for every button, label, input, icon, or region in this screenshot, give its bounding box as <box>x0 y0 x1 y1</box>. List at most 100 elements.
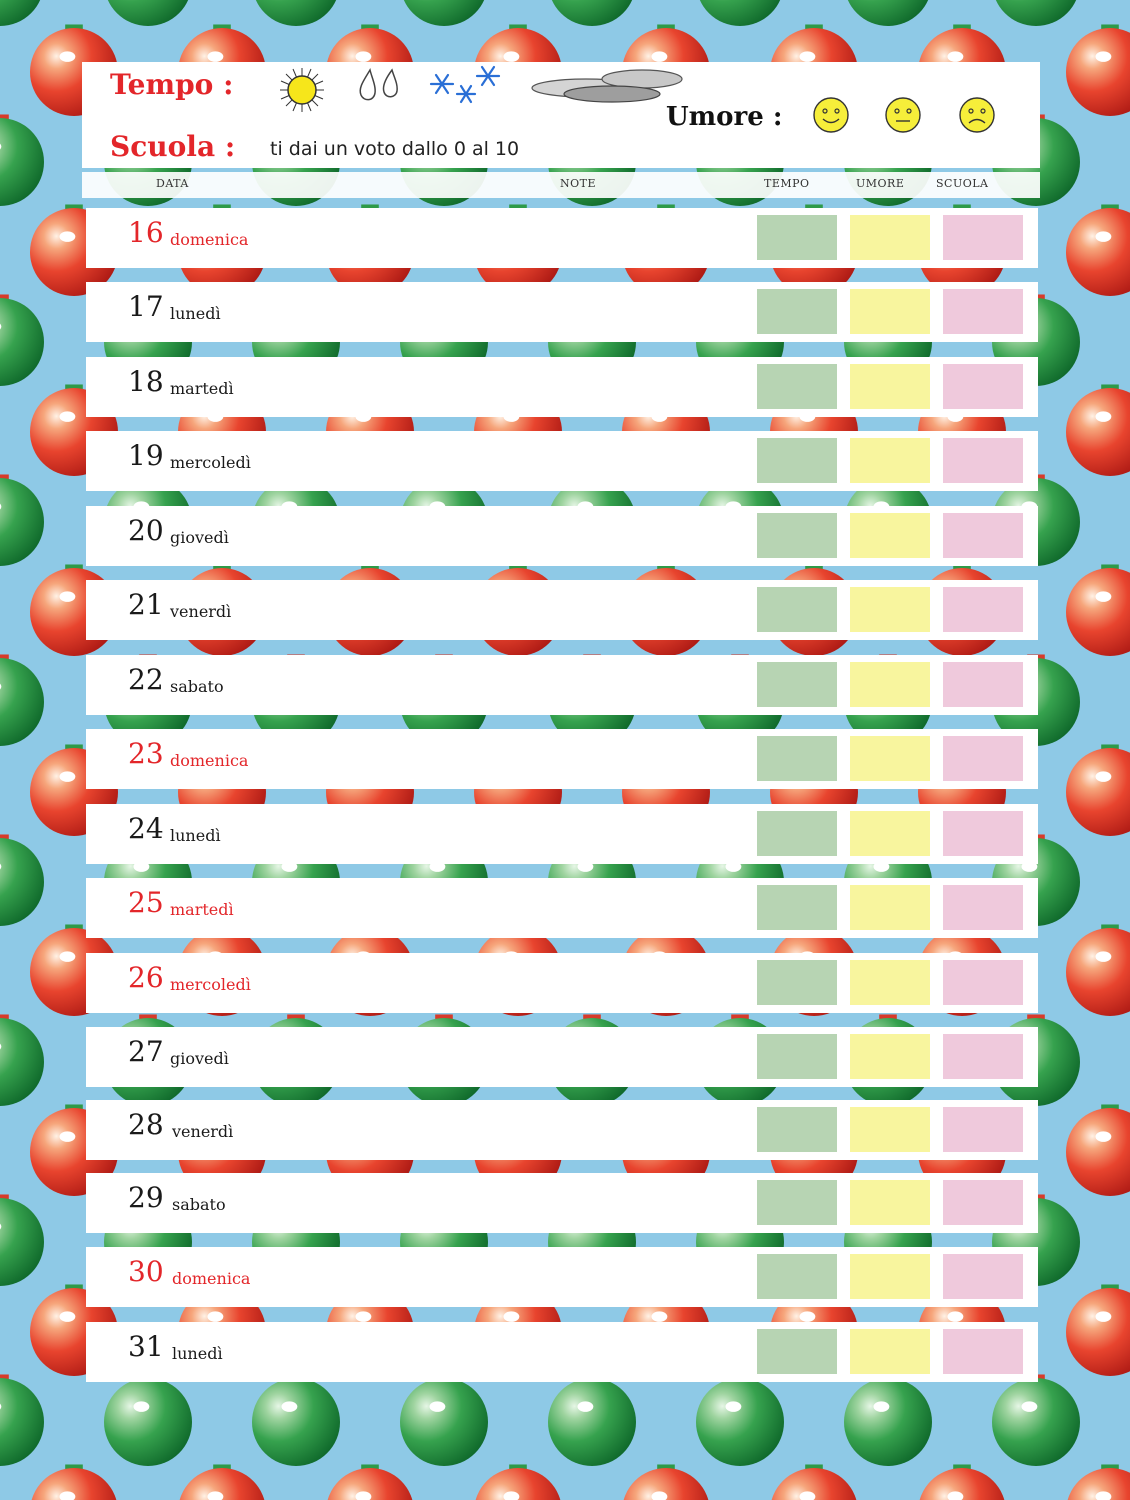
scuola-box[interactable] <box>943 364 1023 409</box>
day-number: 16 <box>128 216 164 249</box>
red-ornament <box>771 1464 857 1500</box>
tempo-box[interactable] <box>757 289 837 334</box>
umore-box[interactable] <box>850 364 930 409</box>
day-row: 20 giovedì <box>86 506 1038 566</box>
tempo-box[interactable] <box>757 438 837 483</box>
tempo-box[interactable] <box>757 364 837 409</box>
tempo-box[interactable] <box>757 1180 837 1225</box>
red-ornament <box>1066 564 1130 656</box>
day-number: 17 <box>128 290 164 323</box>
tempo-box[interactable] <box>757 587 837 632</box>
scuola-box[interactable] <box>943 736 1023 781</box>
scuola-box[interactable] <box>943 513 1023 558</box>
day-name: lunedì <box>170 304 221 323</box>
day-row: 18 martedì <box>86 357 1038 417</box>
tempo-box[interactable] <box>757 960 837 1005</box>
scuola-box[interactable] <box>943 1329 1023 1374</box>
tempo-box[interactable] <box>757 1034 837 1079</box>
scuola-box[interactable] <box>943 1254 1023 1299</box>
green-ornament <box>403 0 485 26</box>
green-ornament <box>847 0 929 26</box>
red-ornament <box>1066 204 1130 296</box>
umore-box[interactable] <box>850 513 930 558</box>
red-ornament <box>623 1464 709 1500</box>
tempo-box[interactable] <box>757 215 837 260</box>
umore-box[interactable] <box>850 662 930 707</box>
column-headings: DATA NOTE TEMPO UMORE SCUOLA <box>82 172 1040 198</box>
tempo-label: Tempo : <box>110 68 234 101</box>
scuola-box[interactable] <box>943 811 1023 856</box>
day-number: 21 <box>128 588 164 621</box>
red-ornament <box>919 1464 1005 1500</box>
umore-label: Umore : <box>666 102 783 132</box>
tempo-box[interactable] <box>757 736 837 781</box>
day-name: martedì <box>170 900 234 919</box>
tempo-box[interactable] <box>757 811 837 856</box>
neutral-face-icon <box>885 97 921 133</box>
day-row: 24 lunedì <box>86 804 1038 864</box>
day-row: 27 giovedì <box>86 1027 1038 1087</box>
scuola-box[interactable] <box>943 1180 1023 1225</box>
umore-box[interactable] <box>850 885 930 930</box>
scuola-box[interactable] <box>943 662 1023 707</box>
day-number: 19 <box>128 439 164 472</box>
sun-icon <box>280 68 324 112</box>
umore-box[interactable] <box>850 1254 930 1299</box>
tempo-box[interactable] <box>757 1254 837 1299</box>
red-ornament <box>1067 1464 1130 1500</box>
day-name: domenica <box>172 1269 251 1288</box>
rain-drops-icon <box>359 68 398 101</box>
tempo-box[interactable] <box>757 885 837 930</box>
tempo-box[interactable] <box>757 1107 837 1152</box>
umore-box[interactable] <box>850 289 930 334</box>
green-ornament <box>0 294 44 386</box>
scuola-label: Scuola : <box>110 130 236 163</box>
day-name: martedì <box>170 379 234 398</box>
umore-box[interactable] <box>850 1034 930 1079</box>
day-number: 31 <box>128 1330 164 1363</box>
sad-face-icon <box>959 97 995 133</box>
day-number: 18 <box>128 365 164 398</box>
umore-box[interactable] <box>850 736 930 781</box>
day-number: 23 <box>128 737 164 770</box>
scuola-box[interactable] <box>943 289 1023 334</box>
col-tempo: TEMPO <box>764 177 810 190</box>
green-ornament <box>0 1194 44 1286</box>
umore-box[interactable] <box>850 1107 930 1152</box>
tempo-box[interactable] <box>757 1329 837 1374</box>
umore-box[interactable] <box>850 215 930 260</box>
col-scuola: SCUOLA <box>936 177 989 190</box>
tempo-box[interactable] <box>757 513 837 558</box>
day-name: mercoledì <box>170 975 251 994</box>
green-ornament <box>699 0 781 26</box>
tempo-box[interactable] <box>757 662 837 707</box>
green-ornament <box>0 0 41 26</box>
day-number: 20 <box>128 514 164 547</box>
scuola-box[interactable] <box>943 885 1023 930</box>
day-row: 30 domenica <box>86 1247 1038 1307</box>
green-ornament <box>0 654 44 746</box>
green-ornament <box>0 1374 44 1466</box>
umore-box[interactable] <box>850 960 930 1005</box>
day-name: lunedì <box>170 826 221 845</box>
scuola-box[interactable] <box>943 1107 1023 1152</box>
umore-box[interactable] <box>850 438 930 483</box>
scuola-box[interactable] <box>943 1034 1023 1079</box>
umore-box[interactable] <box>850 1180 930 1225</box>
umore-box[interactable] <box>850 811 930 856</box>
umore-box[interactable] <box>850 1329 930 1374</box>
col-umore: UMORE <box>856 177 905 190</box>
scuola-box[interactable] <box>943 215 1023 260</box>
day-row: 31 lunedì <box>86 1322 1038 1382</box>
red-ornament <box>31 1464 117 1500</box>
scuola-box[interactable] <box>943 960 1023 1005</box>
legend-header: Tempo : Scuola : ti dai un voto dallo 0 … <box>82 62 1040 168</box>
snowflakes-icon <box>429 65 501 104</box>
scuola-box[interactable] <box>943 587 1023 632</box>
day-row: 23 domenica <box>86 729 1038 789</box>
day-row: 25 martedì <box>86 878 1038 938</box>
day-row: 19 mercoledì <box>86 431 1038 491</box>
day-number: 26 <box>128 961 164 994</box>
umore-box[interactable] <box>850 587 930 632</box>
scuola-box[interactable] <box>943 438 1023 483</box>
